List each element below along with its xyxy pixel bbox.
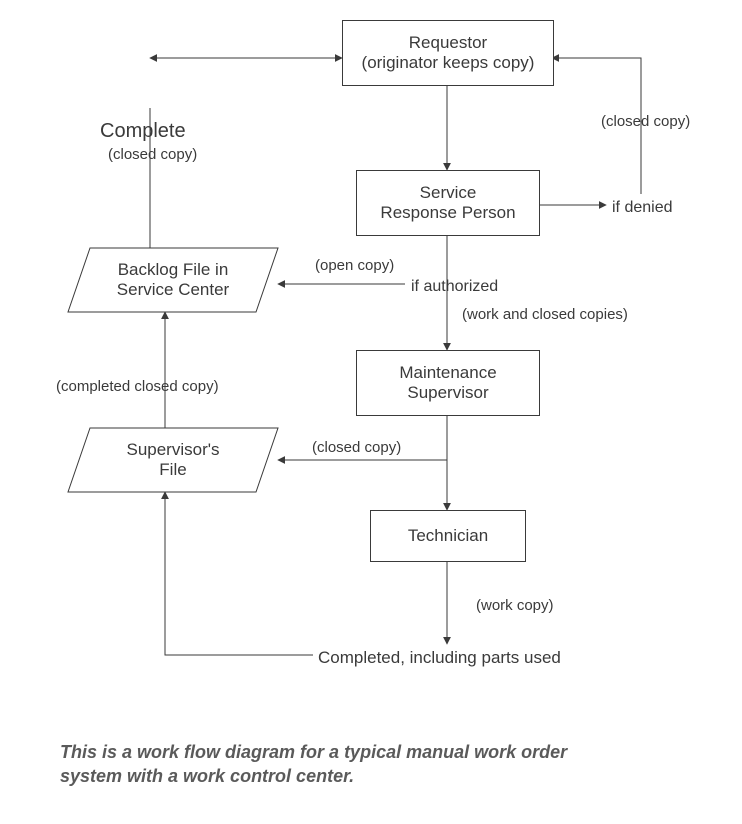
caption-line2: system with a work control center. (60, 766, 354, 786)
label-work-copy: (work copy) (476, 597, 554, 614)
node-supfile-line1: Supervisor's (126, 440, 219, 460)
node-technician: Technician (370, 510, 526, 562)
node-backlog-line2: Service Center (117, 280, 229, 300)
label-completed-parts: Completed, including parts used (318, 648, 561, 668)
node-tech-line1: Technician (408, 526, 488, 546)
caption-line1: This is a work flow diagram for a typica… (60, 742, 567, 762)
node-maintenance-supervisor: Maintenance Supervisor (356, 350, 540, 416)
node-requestor-line2: (originator keeps copy) (362, 53, 535, 73)
node-backlog-line1: Backlog File in (118, 260, 229, 280)
node-maint-line2: Supervisor (407, 383, 488, 403)
node-backlog: Backlog File in Service Center (68, 248, 278, 312)
label-completed-closed: (completed closed copy) (56, 378, 219, 395)
node-supervisor-file: Supervisor's File (68, 428, 278, 492)
label-work-closed-copies: (work and closed copies) (462, 306, 628, 323)
label-complete: Complete (100, 120, 186, 143)
node-requestor: Requestor (originator keeps copy) (342, 20, 554, 86)
node-service-line2: Response Person (380, 203, 515, 223)
label-if-denied: if denied (612, 199, 673, 217)
diagram-caption: This is a work flow diagram for a typica… (60, 740, 680, 789)
node-service-response: Service Response Person (356, 170, 540, 236)
node-service-line1: Service (420, 183, 477, 203)
label-open-copy: (open copy) (315, 257, 394, 274)
label-complete-sub: (closed copy) (108, 146, 197, 163)
node-maint-line1: Maintenance (399, 363, 496, 383)
label-if-authorized: if authorized (411, 278, 498, 296)
node-supfile-line2: File (159, 460, 186, 480)
label-closed-copy-top: (closed copy) (601, 113, 690, 130)
node-requestor-line1: Requestor (409, 33, 487, 53)
label-closed-copy-mid: (closed copy) (312, 439, 401, 456)
